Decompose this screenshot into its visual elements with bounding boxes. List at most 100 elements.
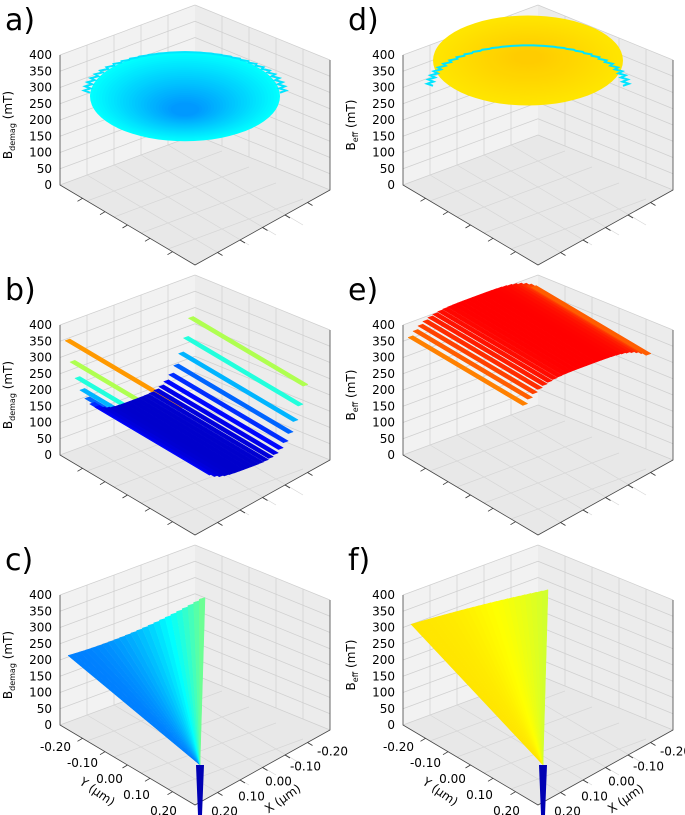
grid-line	[59, 355, 196, 407]
y-tick-mark	[605, 227, 611, 231]
z-tick-label: 50	[380, 702, 395, 716]
grid-line	[402, 560, 539, 612]
x-tick-mark	[420, 197, 426, 202]
x-tick-label: 0.10	[581, 790, 608, 804]
grid-line	[456, 166, 593, 218]
grid-line	[194, 404, 331, 461]
grid-line	[537, 674, 674, 731]
surface-patch-4-0	[407, 335, 529, 406]
surface-patch-4-4	[427, 315, 548, 386]
y-tick-mark	[307, 202, 313, 206]
grid-line	[140, 182, 277, 234]
z-tick-label: 0	[44, 718, 52, 732]
surface-patch-4-7	[441, 307, 563, 378]
grid-line	[483, 722, 620, 774]
grid-line	[113, 164, 250, 246]
grid-line	[167, 144, 304, 226]
z-axis-label: Bdemag (mT)	[1, 91, 17, 159]
z-tick-label: 300	[372, 81, 395, 95]
z-tick-label: 300	[372, 621, 395, 635]
z-tick-label: 150	[372, 129, 395, 143]
z-axis-label: Bdemag (mT)	[1, 361, 17, 429]
grid-line	[429, 420, 566, 472]
x-tick-label: -0.20	[317, 745, 348, 759]
z-tick-label: 250	[29, 367, 52, 381]
y-tick-mark	[627, 484, 634, 489]
x-tick-mark	[99, 751, 106, 756]
z-tick-label: 0	[44, 178, 52, 192]
y-tick-mark	[560, 522, 566, 526]
x-tick-mark	[442, 751, 449, 756]
z-axis-label: Bdemag (mT)	[1, 631, 17, 699]
grid-line	[59, 560, 196, 612]
y-tick-mark	[217, 522, 223, 526]
x-tick-mark	[99, 211, 106, 216]
z-axis-label: Beff (mT)	[344, 640, 360, 691]
surface-patch-1-18	[153, 388, 275, 459]
grid-line	[402, 134, 539, 186]
grid-line	[194, 593, 331, 650]
grid-line	[194, 658, 331, 715]
y-tick-mark	[627, 214, 634, 219]
y-tick-label: -0.10	[410, 756, 441, 770]
y-tick-mark	[582, 779, 589, 784]
surface-patch-1-24	[182, 335, 304, 407]
grid-line	[510, 414, 647, 496]
surface-patch-4-3	[422, 319, 544, 390]
y-tick-mark	[605, 767, 611, 771]
x-tick-mark	[442, 481, 449, 486]
x-tick-mark	[465, 764, 471, 769]
y-tick-label: -0.20	[40, 740, 71, 754]
grid-line	[86, 174, 223, 256]
grid-line	[194, 577, 331, 633]
panel-label: f)	[348, 543, 370, 578]
panel-label: e)	[348, 273, 378, 308]
grid-line	[59, 20, 196, 72]
grid-line	[402, 355, 539, 407]
z-tick-label: 100	[372, 146, 395, 160]
y-tick-mark	[284, 754, 291, 759]
x-tick-label: -0.10	[290, 760, 321, 774]
z-tick-label: 250	[372, 97, 395, 111]
grid-line	[194, 307, 331, 363]
x-tick-mark	[465, 494, 471, 499]
grid-line	[59, 274, 196, 326]
floor-pane	[403, 135, 673, 265]
z-tick-label: 100	[29, 686, 52, 700]
z-tick-label: 0	[387, 448, 395, 462]
z-tick-label: 350	[29, 334, 52, 348]
grid-line	[456, 164, 593, 246]
panel-f: f) 0 50 100 150 200 250 300 350 400 Beff (mT) -0.20…	[344, 543, 685, 815]
x-tick-mark	[487, 777, 494, 782]
grid-line	[483, 182, 620, 234]
z-tick-label: 100	[29, 146, 52, 160]
z-tick-label: 400	[29, 318, 52, 332]
grid-line	[537, 134, 674, 191]
grid-line	[483, 452, 620, 504]
surface-patch-1-17	[148, 391, 270, 462]
grid-line	[194, 290, 331, 347]
z-tick-label: 400	[372, 318, 395, 332]
grid-line	[537, 388, 674, 445]
y-tick-label: 0.00	[439, 772, 466, 786]
floor-pane	[403, 405, 673, 535]
x-tick-mark	[77, 737, 83, 742]
y-tick-mark	[217, 792, 223, 796]
y-tick-mark	[284, 214, 291, 219]
panel-label: d)	[348, 3, 379, 38]
surface-patch-4-5	[432, 312, 553, 383]
panel-label: b)	[5, 273, 36, 308]
z-tick-label: 200	[29, 383, 52, 397]
z-tick-label: 0	[387, 718, 395, 732]
y-tick-mark	[217, 252, 223, 256]
y-tick-label: 0.20	[150, 804, 177, 815]
grid-line	[537, 560, 674, 617]
y-tick-mark	[560, 252, 566, 256]
x-tick-mark	[510, 521, 516, 526]
x-tick-mark	[167, 791, 173, 796]
axis-edge	[402, 595, 674, 806]
x-tick-mark	[465, 224, 471, 229]
surface-patch-3-27	[513, 50, 543, 64]
grid-line	[537, 274, 674, 331]
grid-line	[537, 577, 674, 633]
